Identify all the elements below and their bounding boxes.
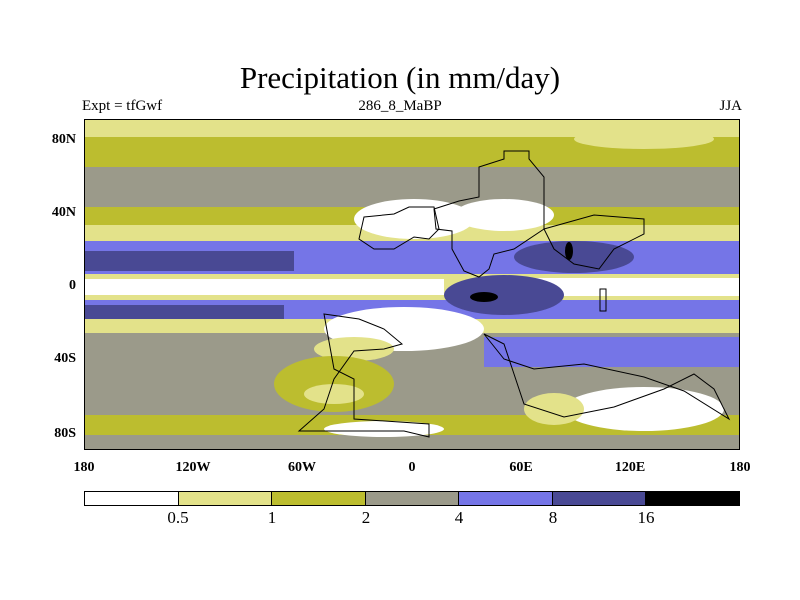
y-tick-40n: 40N bbox=[51, 205, 76, 220]
x-tick-60e: 60E bbox=[509, 460, 533, 475]
tropical-dark-core bbox=[444, 275, 564, 315]
map-border bbox=[84, 119, 740, 450]
colorbar-swatch bbox=[645, 492, 740, 505]
southwest-light bbox=[304, 384, 364, 404]
colorbar-swatch bbox=[364, 492, 459, 505]
monsoon-black bbox=[565, 242, 573, 260]
band-equator-dry-east bbox=[524, 278, 740, 296]
x-tick-120e: 120E bbox=[614, 460, 646, 475]
continent-outline-southeast bbox=[483, 333, 731, 421]
x-tick-0: 0 bbox=[408, 460, 416, 475]
x-tick-120w: 120W bbox=[175, 460, 211, 475]
colorbar-swatch bbox=[177, 492, 272, 505]
colorbar-swatch bbox=[271, 492, 365, 505]
continent-outline-north bbox=[358, 206, 440, 250]
time-label: 286_8_MaBP bbox=[358, 98, 442, 114]
plot-title: Precipitation (in mm/day) bbox=[239, 60, 561, 95]
band-south-dark bbox=[84, 305, 284, 319]
colorbar-label: 8 bbox=[548, 508, 558, 527]
colorbar-label: 4 bbox=[454, 508, 464, 527]
arctic-light-blob bbox=[574, 129, 714, 149]
colorbar-label: 16 bbox=[637, 508, 655, 527]
x-tick-60w: 60W bbox=[288, 460, 316, 475]
colorbar-label: 0.5 bbox=[167, 508, 189, 527]
band-equator-dry bbox=[84, 279, 444, 295]
x-tick-180w: 180 bbox=[73, 460, 95, 475]
y-tick-0: 0 bbox=[69, 278, 76, 293]
continent-outline-east bbox=[543, 214, 645, 270]
band-antarctic-gray bbox=[84, 435, 740, 450]
north-dry-east bbox=[454, 199, 554, 231]
southern-light-ring bbox=[524, 393, 584, 425]
band-arctic-light bbox=[84, 119, 740, 137]
season-label: JJA bbox=[719, 98, 742, 114]
tropical-black-core bbox=[470, 292, 498, 302]
colorbar-swatch bbox=[85, 492, 178, 505]
experiment-label: Expt = tfGwf bbox=[82, 98, 163, 114]
monsoon-dark bbox=[514, 241, 634, 273]
precipitation-map bbox=[84, 119, 740, 450]
band-north-dark bbox=[84, 251, 294, 271]
colorbar-swatch bbox=[458, 492, 552, 505]
southern-dry bbox=[564, 387, 724, 431]
band-southern-blue bbox=[484, 337, 740, 367]
continent-outline-south bbox=[297, 313, 430, 438]
y-tick-80n: 80N bbox=[51, 132, 76, 147]
colorbar-label: 2 bbox=[361, 508, 371, 527]
colorbar bbox=[84, 491, 740, 506]
x-tick-180e: 180 bbox=[729, 460, 751, 475]
colorbar-swatch bbox=[551, 492, 646, 505]
continent-outline bbox=[433, 150, 545, 278]
y-tick-80s: 80S bbox=[54, 426, 76, 441]
y-tick-40s: 40S bbox=[54, 351, 76, 366]
south-light-ring bbox=[314, 337, 394, 361]
continent-outline-island bbox=[599, 288, 607, 312]
colorbar-label: 1 bbox=[267, 508, 277, 527]
north-pacific-dry bbox=[354, 199, 474, 239]
